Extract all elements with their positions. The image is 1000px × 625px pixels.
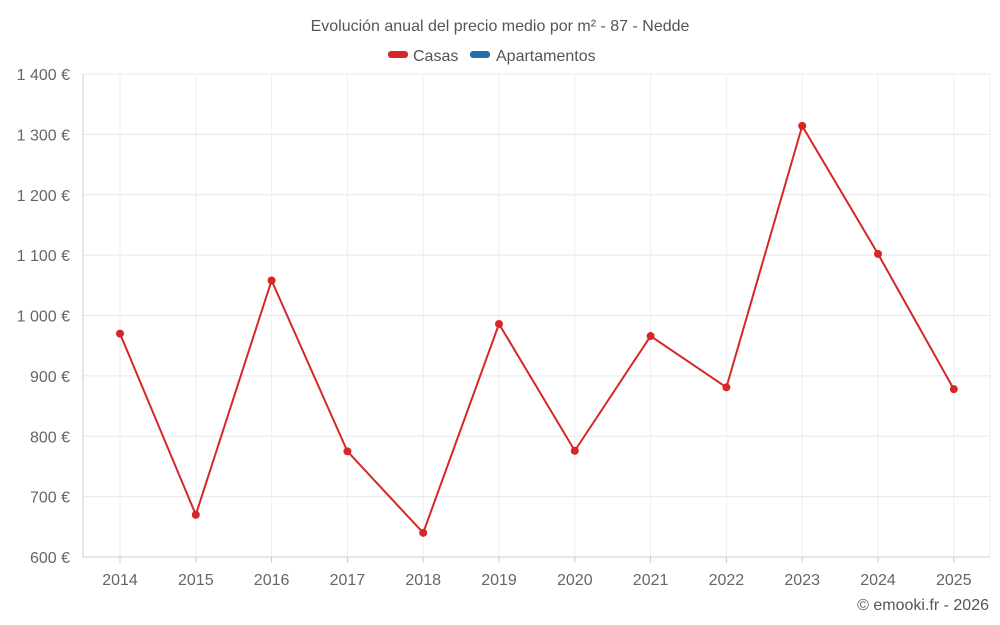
y-axis-ticks: 600 € 700 € 800 € 900 € 1 000 € 1 100 € 1 200 … [17,67,70,567]
x-tick-label: 2016 [254,572,290,589]
legend: Casas Apartamentos [388,48,596,65]
legend-swatch-apartamentos [470,51,490,58]
legend-swatch-casas [388,51,408,58]
x-tick-label: 2017 [330,572,366,589]
data-point-2015[interactable] [191,510,200,519]
x-tick-label: 2015 [178,572,214,589]
series-group [116,121,958,537]
data-point-2017[interactable] [343,447,352,456]
legend-item-apartamentos[interactable]: Apartamentos [470,48,596,65]
legend-item-casas[interactable]: Casas [388,48,458,65]
data-point-2016[interactable] [267,276,276,285]
chart-title: Evolución anual del precio medio por m² … [311,18,690,35]
axes [82,74,990,558]
series-line-casas [119,124,955,534]
x-tick-label: 2022 [709,572,745,589]
x-tick-label: 2020 [557,572,593,589]
data-point-2025[interactable] [949,385,958,394]
y-tick-label: 700 € [30,490,70,507]
y-tick-label: 1 300 € [17,127,70,144]
y-tick-label: 800 € [30,429,70,446]
grid [83,73,991,557]
data-point-2024[interactable] [874,249,882,258]
data-point-2018[interactable] [419,528,428,537]
x-tick-label: 2023 [784,572,820,589]
data-point-2023[interactable] [798,121,807,130]
y-tick-label: 1 400 € [17,67,70,84]
x-tick-label: 2024 [860,572,896,589]
y-tick-label: 900 € [30,369,70,386]
x-tick-label: 2021 [633,572,669,589]
y-tick-label: 1 000 € [17,309,70,326]
y-tick-label: 1 100 € [17,248,70,265]
x-tick-label: 2018 [405,572,441,589]
x-tick-label: 2025 [936,572,972,589]
x-tick-label: 2014 [102,572,138,589]
data-point-2022[interactable] [722,383,731,392]
data-point-2021[interactable] [646,332,655,341]
credit-text: © emooki.fr - 2026 [857,597,989,614]
x-tick-label: 2019 [481,572,517,589]
legend-label-apartamentos: Apartamentos [496,48,596,65]
y-tick-label: 1 200 € [17,188,70,205]
data-point-2019[interactable] [495,319,503,328]
legend-label-casas: Casas [413,48,458,65]
x-axis-ticks: 2014 2015 2016 2017 2018 2019 2020 2021 2022 2023… [102,557,972,589]
data-point-2014[interactable] [116,329,124,338]
y-tick-label: 600 € [30,550,70,567]
data-point-2020[interactable] [570,446,579,455]
